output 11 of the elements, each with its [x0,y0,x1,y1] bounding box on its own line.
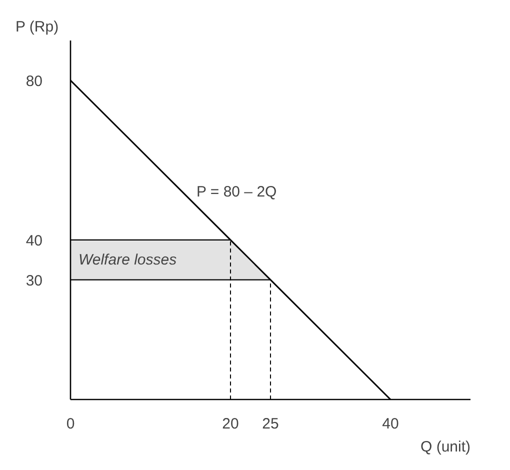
y-tick-label: 30 [26,272,43,290]
y-tick-label: 40 [26,232,43,250]
x-tick-label: 0 [66,416,75,432]
y-axis-title: P (Rp) [16,18,59,36]
x-tick-label: 20 [222,416,239,432]
band-label: Welfare losses [78,251,178,268]
x-tick-label: 40 [382,416,399,432]
y-tick-label: 80 [26,72,43,90]
annotation: P = 80 – 2Q [196,184,277,201]
x-tick-label: 25 [262,416,279,432]
x-axis-title: Q (unit) [420,438,471,456]
